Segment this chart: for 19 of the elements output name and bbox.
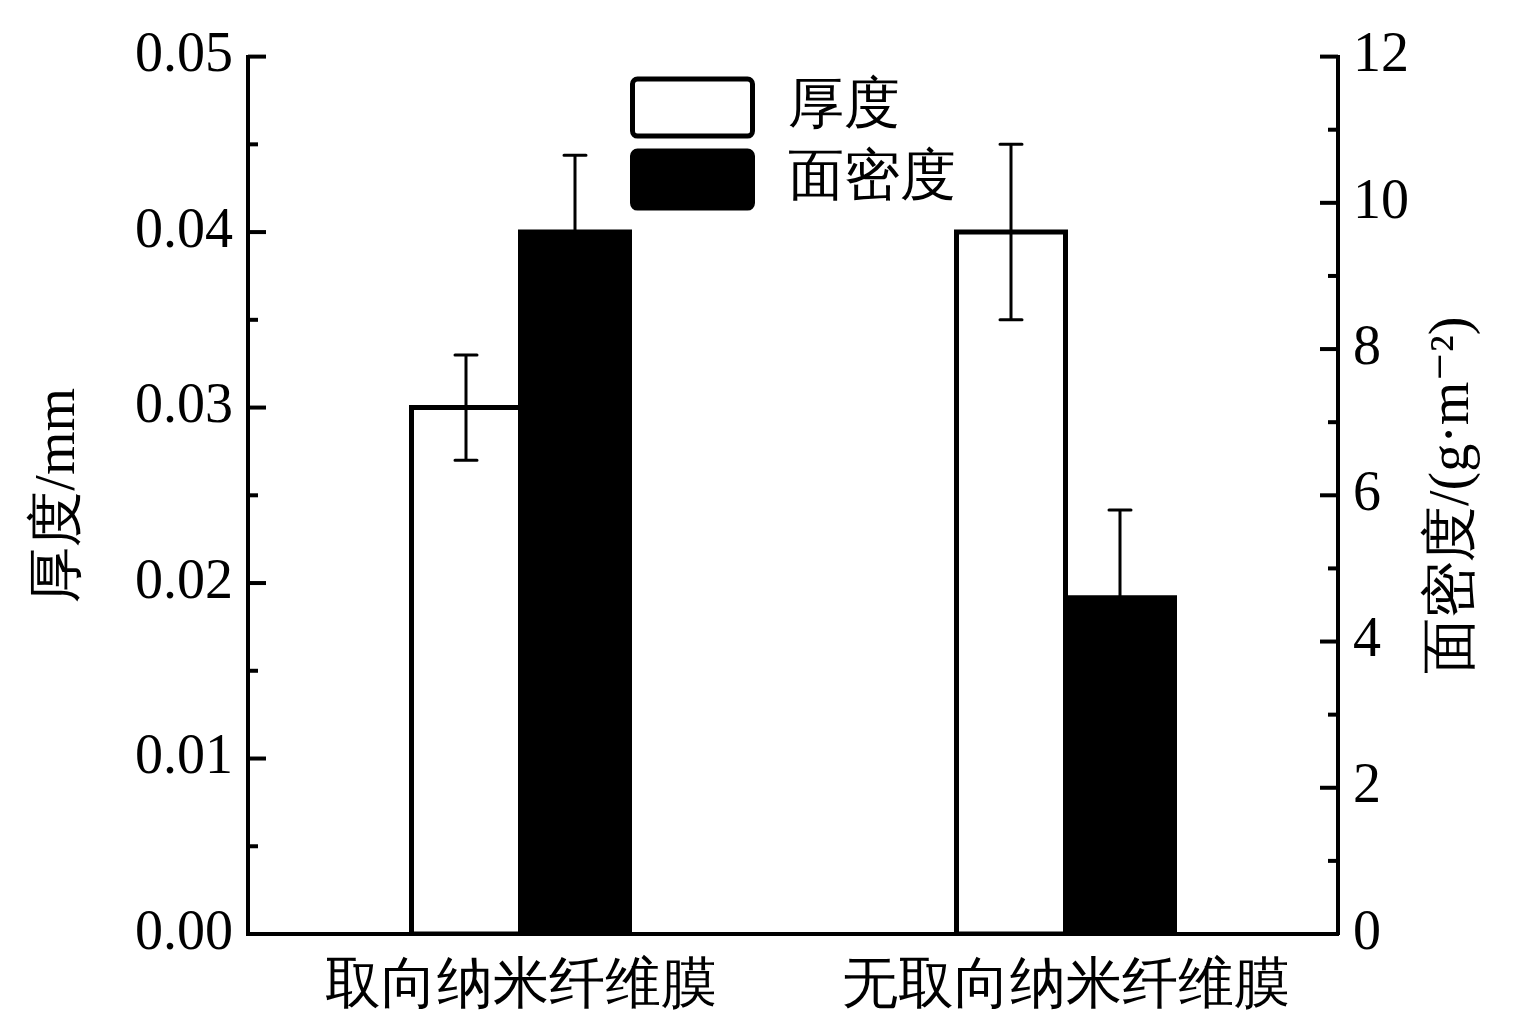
legend-label: 面密度 (788, 144, 956, 207)
y-axis-title: 厚度/mm (24, 387, 87, 603)
y-tick-label: 0.03 (135, 372, 233, 435)
y2-tick-label: 0 (1353, 898, 1381, 961)
y-tick-label: 0.05 (135, 21, 233, 84)
x-tick-label: 无取向纳米纤维膜 (841, 952, 1290, 1015)
y2-tick-label: 4 (1353, 606, 1381, 669)
y-tick-label: 0.01 (135, 723, 233, 786)
y2-tick-label: 2 (1353, 752, 1381, 815)
y2-tick-label: 6 (1353, 460, 1381, 522)
y-tick-label: 0.02 (135, 547, 233, 610)
y2-tick-label: 8 (1353, 313, 1381, 376)
y2-tick-label: 10 (1353, 167, 1409, 230)
legend-label: 厚度 (788, 72, 900, 135)
y2-tick-label: 12 (1353, 21, 1409, 84)
x-tick-label: 取向纳米纤维膜 (324, 952, 717, 1015)
y-tick-label: 0.04 (135, 196, 233, 259)
y-tick-label: 0.00 (135, 898, 233, 961)
y2-axis-title: 面密度/(g·m⁻²) (1417, 316, 1481, 675)
